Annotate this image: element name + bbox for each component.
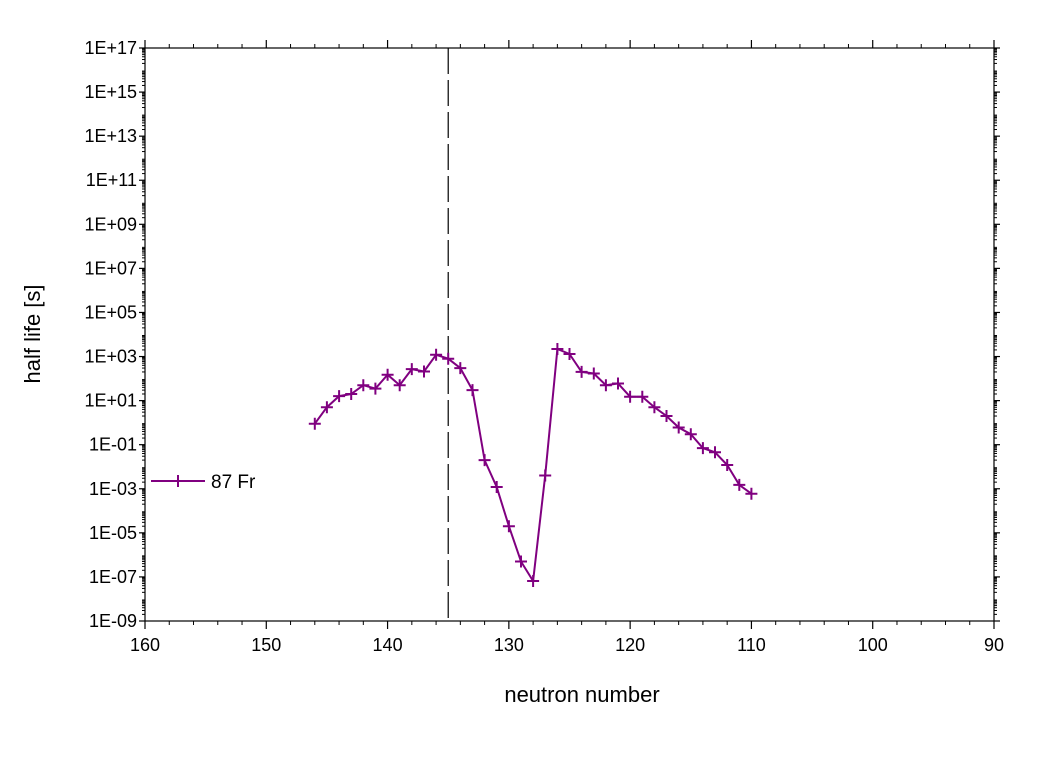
data-point-marker — [454, 362, 467, 375]
data-point-marker — [733, 478, 746, 491]
data-point-marker — [745, 487, 758, 500]
data-point-marker — [624, 390, 637, 403]
data-point-marker — [333, 390, 346, 403]
data-point-marker — [478, 454, 491, 467]
data-point-marker — [648, 401, 661, 414]
axis-major-ticks — [139, 40, 1000, 629]
data-point-marker — [418, 365, 430, 378]
x-tick-label: 160 — [130, 635, 160, 655]
data-point-marker — [320, 401, 333, 414]
data-point-marker — [612, 377, 624, 390]
data-point-marker — [381, 368, 394, 381]
data-point-marker — [405, 363, 418, 376]
y-tick-label: 1E-01 — [89, 435, 137, 455]
data-point-marker — [430, 348, 443, 361]
y-tick-label: 1E+07 — [84, 258, 137, 278]
x-tick-labels: 160 150 140 130 120 110 100 90 — [130, 635, 1004, 655]
y-tick-label: 1E+03 — [84, 347, 137, 367]
x-tick-label: 130 — [494, 635, 524, 655]
y-tick-label: 1E-03 — [89, 479, 137, 499]
data-point-marker — [587, 367, 600, 380]
legend: 87 Fr — [151, 472, 256, 493]
data-point-marker — [393, 379, 406, 392]
data-point-marker — [308, 417, 321, 430]
y-tick-label: 1E-05 — [89, 523, 137, 543]
x-tick-label: 100 — [858, 635, 888, 655]
legend-label-87-fr: 87 Fr — [211, 472, 256, 493]
data-point-marker — [599, 379, 612, 392]
data-point-marker — [490, 481, 503, 493]
x-axis-title: neutron number — [504, 682, 659, 707]
data-point-marker — [660, 410, 673, 422]
data-point-marker — [696, 442, 709, 455]
y-tick-label: 1E+17 — [84, 38, 137, 58]
data-point-marker — [345, 388, 358, 400]
data-point-marker — [684, 428, 697, 441]
data-point-marker — [515, 555, 527, 568]
y-tick-labels: 1E-09 1E-07 1E-05 1E-03 1E-01 1E+01 1E+03 1E+05… — [84, 38, 137, 631]
data-point-marker — [502, 520, 515, 533]
x-tick-label: 110 — [737, 635, 766, 655]
plot-area — [144, 47, 995, 622]
y-tick-label: 1E+15 — [84, 82, 137, 102]
y-tick-label: 1E+13 — [84, 126, 137, 146]
data-point-marker — [527, 575, 540, 587]
data-point-marker — [709, 446, 721, 459]
y-axis-title: half life [s] — [20, 284, 45, 383]
data-point-marker — [551, 343, 564, 355]
y-tick-label: 1E+01 — [84, 391, 137, 411]
y-tick-label: 1E+09 — [84, 214, 137, 234]
x-tick-label: 120 — [615, 635, 645, 655]
series-layer — [308, 343, 758, 587]
x-tick-label: 90 — [984, 635, 1004, 655]
data-point-marker — [636, 390, 649, 403]
data-point-marker — [369, 382, 382, 395]
legend-marker-87-fr — [172, 475, 184, 487]
data-point-marker — [575, 365, 588, 378]
x-tick-label: 140 — [373, 635, 403, 655]
y-tick-label: 1E+11 — [86, 170, 137, 190]
x-tick-label: 150 — [251, 635, 281, 655]
data-point-marker — [466, 384, 479, 397]
data-point-marker — [539, 469, 552, 482]
axis-minor-ticks — [142, 44, 997, 625]
y-tick-label: 1E+05 — [84, 302, 137, 322]
data-point-marker — [672, 421, 685, 434]
y-tick-label: 1E-07 — [89, 567, 137, 587]
data-point-marker — [442, 352, 455, 365]
data-point-marker — [357, 379, 370, 392]
data-point-marker — [721, 459, 734, 471]
data-point-marker — [563, 348, 576, 360]
y-tick-label: 1E-09 — [89, 611, 137, 631]
